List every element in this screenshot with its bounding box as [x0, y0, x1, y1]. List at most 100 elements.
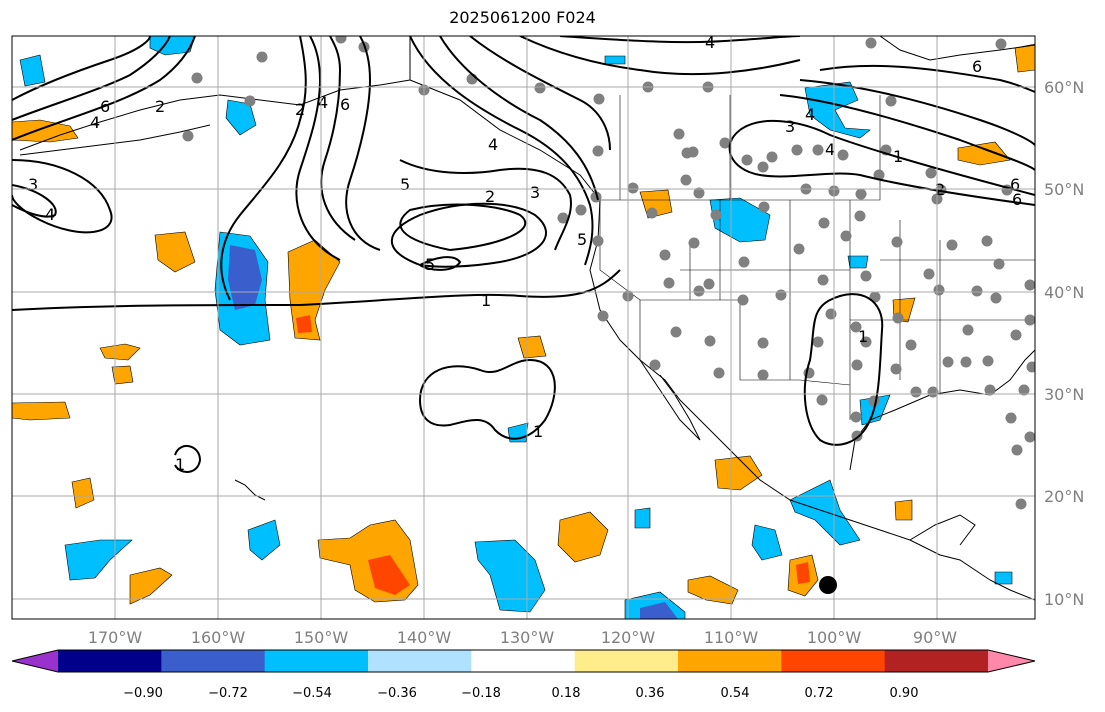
yucatan	[909, 514, 976, 546]
contour-label: 6	[1010, 175, 1020, 194]
contour-label: 2	[295, 100, 305, 119]
colorbar-extend-high	[988, 650, 1035, 672]
contour-label: 2	[485, 187, 495, 206]
contour-label: 4	[705, 33, 715, 52]
contour-label: 5	[400, 175, 410, 194]
colorbar-label: 0.90	[890, 686, 919, 701]
contour-label: 4	[90, 113, 100, 132]
colorbar-segment	[161, 650, 266, 672]
map-frame	[11, 35, 1036, 620]
gridlines	[12, 36, 1035, 619]
lon-label: 150°W	[294, 628, 349, 647]
lat-label: 30°N	[1044, 385, 1084, 404]
neg-patch	[804, 81, 871, 139]
colorbar-label: 0.72	[805, 686, 834, 701]
lat-label: 10°N	[1044, 590, 1084, 609]
contour-label: 3	[530, 183, 540, 202]
contour-line	[728, 129, 1035, 206]
contour-label: 1	[858, 327, 868, 346]
contour-label: 6	[340, 95, 350, 114]
contour-label: 6	[972, 57, 982, 76]
lon-label: 120°W	[601, 628, 656, 647]
lat-label: 40°N	[1044, 283, 1084, 302]
pos-patch	[287, 239, 341, 341]
contour-line	[799, 79, 1035, 146]
colorbar-label: 0.18	[552, 686, 581, 701]
colorbar-segment	[58, 650, 162, 672]
colorbar-label: −0.72	[208, 686, 248, 701]
neg-patch	[751, 524, 783, 561]
lon-label: 140°W	[397, 628, 452, 647]
lon-label: 130°W	[500, 628, 555, 647]
pos-patch	[71, 477, 95, 509]
colorbar-labels: −0.90 −0.72 −0.54 −0.36 −0.18 0.18 0.36 …	[123, 686, 918, 701]
neg-patch	[709, 197, 771, 243]
gulf-coast	[849, 349, 1035, 471]
neg-patch	[247, 519, 281, 561]
contour-line	[419, 256, 462, 271]
lon-label: 100°W	[807, 628, 862, 647]
pos-patch	[517, 335, 547, 359]
lat-label: 20°N	[1044, 487, 1084, 506]
lon-label: 110°W	[704, 628, 759, 647]
lat-label: 50°N	[1044, 180, 1084, 199]
contour-line	[803, 293, 884, 446]
longitude-labels: 170°W 160°W 150°W 140°W 130°W 120°W 110°…	[88, 628, 957, 647]
contour-label: 5	[425, 255, 435, 274]
contour-line	[519, 36, 801, 76]
contour-line	[409, 36, 594, 266]
aleutians	[19, 124, 211, 156]
neg-patch	[847, 255, 869, 269]
contour-line	[174, 445, 202, 473]
pos-patch	[687, 575, 739, 605]
map-title: 2025061200 F024	[449, 8, 596, 27]
colorbar-label: −0.36	[377, 686, 417, 701]
colorbar-label: −0.18	[461, 686, 501, 701]
colorbar-segment	[678, 650, 782, 672]
contour-label: 2	[155, 97, 165, 116]
contour-lines	[12, 36, 1035, 473]
contour-line	[419, 358, 556, 440]
lon-label: 170°W	[88, 628, 143, 647]
alaska-coast	[19, 79, 411, 151]
neg-patch-core	[228, 245, 262, 310]
contour-line	[779, 94, 1035, 171]
contour-line	[12, 36, 196, 141]
contour-line	[439, 36, 599, 201]
neg-patch	[634, 507, 651, 529]
contour-label: 6	[1012, 190, 1022, 209]
contour-label: 4	[318, 93, 328, 112]
pos-patch	[1014, 43, 1035, 73]
neg-patch-core	[640, 602, 678, 619]
contour-line	[390, 202, 547, 268]
colorbar-segment	[471, 650, 576, 672]
colorbar-segment	[574, 650, 679, 672]
contour-label: 3	[785, 117, 795, 136]
pos-patch	[557, 511, 609, 563]
contour-line	[220, 36, 307, 301]
contour-label: 3	[28, 175, 38, 194]
colorbar	[11, 649, 1036, 673]
pos-patch-core	[296, 315, 312, 333]
colorbar-label: 0.54	[721, 686, 750, 701]
contour-label: 1	[893, 147, 903, 166]
colorbar-segment	[781, 650, 886, 672]
colorbar-outline	[11, 649, 1036, 673]
colorbar-label: 0.36	[636, 686, 665, 701]
colorbar-segment	[264, 650, 369, 672]
hawaii	[234, 479, 266, 501]
contour-line	[345, 36, 381, 251]
pos-patch	[99, 343, 141, 361]
pos-patch	[714, 455, 763, 491]
pos-patch	[111, 365, 134, 385]
colorbar-label: −0.90	[123, 686, 163, 701]
contour-line	[739, 119, 1035, 196]
neg-patch	[19, 54, 46, 87]
colorbar-segment	[884, 650, 989, 672]
contour-line	[559, 36, 801, 44]
lon-label: 160°W	[191, 628, 246, 647]
neg-patch	[604, 55, 626, 65]
contour-label: 1	[175, 455, 185, 474]
contour-label: 4	[825, 140, 835, 159]
